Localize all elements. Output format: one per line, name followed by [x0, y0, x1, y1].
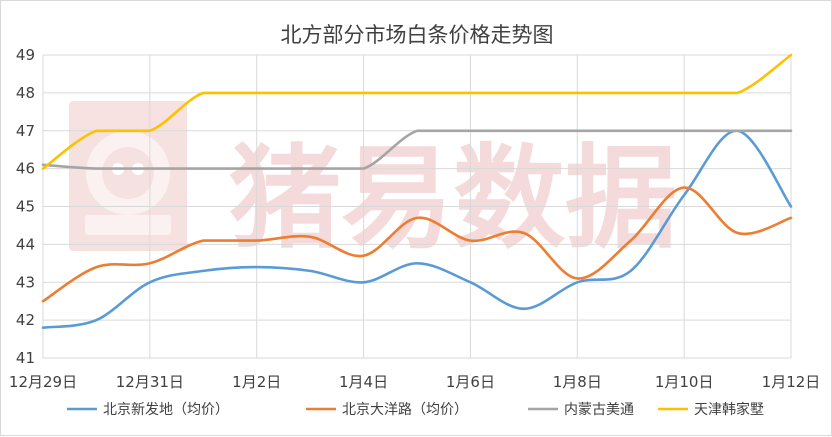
- y-tick-label: 41: [16, 349, 35, 367]
- watermark-text: 猪易数据: [229, 133, 677, 264]
- y-tick-label: 45: [16, 198, 35, 216]
- legend-item-4: 天津韩家墅: [658, 401, 764, 418]
- watermark: 猪易数据: [69, 101, 677, 264]
- legend: 北京新发地（均价） 北京大洋路（均价） 内蒙古美通 天津韩家墅: [67, 401, 764, 418]
- x-tick-label: 1月4日: [339, 373, 388, 391]
- x-tick-label: 12月29日: [9, 373, 77, 391]
- legend-label: 天津韩家墅: [694, 401, 764, 418]
- legend-label: 内蒙古美通: [564, 402, 634, 418]
- series-line-1: [41, 129, 793, 329]
- y-axis-ticks: 41 42 43 44 45 46 47 48 49: [16, 46, 35, 367]
- chart-title: 北方部分市场白条价格走势图: [281, 23, 554, 47]
- y-tick-label: 43: [16, 273, 35, 291]
- watermark-logo: [69, 101, 187, 251]
- x-tick-label: 1月2日: [232, 373, 281, 391]
- y-tick-label: 44: [16, 235, 35, 253]
- series-line-4: [41, 53, 793, 170]
- y-tick-label: 47: [16, 122, 35, 140]
- series-lines: [41, 53, 793, 329]
- legend-item-3: 内蒙古美通: [528, 402, 634, 418]
- x-tick-label: 1月6日: [446, 373, 495, 391]
- series-line-3: [41, 129, 793, 170]
- x-tick-label: 12月31日: [116, 373, 184, 391]
- series-line-2: [41, 186, 793, 303]
- y-tick-label: 46: [16, 160, 35, 178]
- legend-item-2: 北京大洋路（均价）: [306, 402, 468, 418]
- legend-item-1: 北京新发地（均价）: [67, 402, 229, 418]
- legend-label: 北京新发地（均价）: [103, 402, 229, 418]
- x-axis-ticks: 12月29日 12月31日 1月2日 1月4日 1月6日 1月8日 1月10日 1月12日: [9, 373, 820, 391]
- legend-label: 北京大洋路（均价）: [342, 402, 468, 418]
- y-tick-label: 48: [16, 84, 35, 102]
- x-tick-label: 1月12日: [762, 373, 821, 391]
- gridlines: [42, 54, 792, 359]
- y-tick-label: 42: [16, 311, 35, 329]
- x-tick-label: 1月8日: [553, 373, 602, 391]
- y-tick-label: 49: [16, 46, 35, 64]
- x-tick-label: 1月10日: [655, 373, 714, 391]
